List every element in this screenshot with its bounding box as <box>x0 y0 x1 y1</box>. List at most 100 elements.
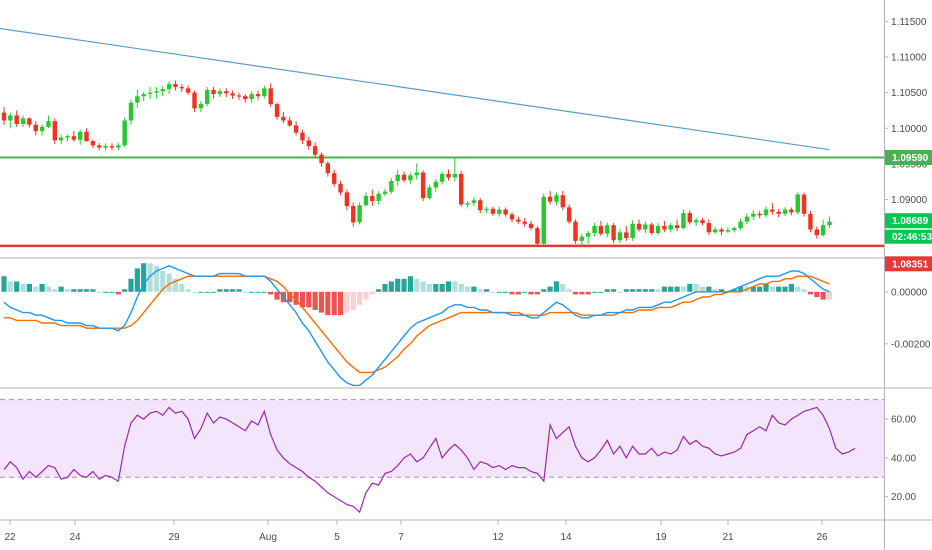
candle <box>312 142 318 159</box>
candle <box>420 170 426 201</box>
countdown-label: 02:46:53 <box>892 232 932 243</box>
candle <box>395 169 400 187</box>
macd-histogram-bar <box>45 286 52 292</box>
candle <box>46 115 51 129</box>
candle <box>611 223 616 244</box>
candle <box>516 216 521 224</box>
macd-histogram-bar <box>299 291 306 308</box>
macd-histogram-bar <box>287 291 293 303</box>
candle <box>211 86 216 99</box>
candle-body <box>459 173 464 205</box>
candle-body <box>573 221 578 241</box>
candle-body <box>243 96 248 100</box>
candle-body <box>293 125 299 133</box>
candle-body <box>808 213 813 230</box>
candle <box>357 202 362 225</box>
candle-body <box>522 221 527 224</box>
candle <box>624 225 629 241</box>
macd-histogram-bar <box>655 289 661 292</box>
candle <box>605 222 610 238</box>
macd-histogram-bar <box>553 281 560 292</box>
candle-body <box>205 89 210 105</box>
macd-histogram-bar <box>185 289 191 292</box>
candle <box>497 206 502 217</box>
candle <box>573 219 578 244</box>
macd-histogram-bar <box>566 289 572 292</box>
macd-histogram-bar <box>223 289 229 292</box>
candle-body <box>681 213 686 229</box>
candle-body <box>433 181 438 188</box>
candle <box>84 128 89 142</box>
candle-body <box>236 95 242 97</box>
macd-histogram-bar <box>807 291 814 295</box>
candle-body <box>1 112 7 121</box>
candle-body <box>230 93 235 96</box>
candle <box>795 192 800 215</box>
candle <box>662 220 667 233</box>
candle-body <box>700 220 705 224</box>
candle <box>814 226 819 239</box>
macd-histogram-bar <box>261 291 267 293</box>
candle <box>217 88 223 97</box>
candle <box>528 220 534 231</box>
macd-histogram-bar <box>96 291 102 293</box>
candle <box>693 218 699 226</box>
candle-body <box>497 209 502 214</box>
macd-histogram-bar <box>103 291 109 293</box>
candle-body <box>408 175 413 181</box>
macd-histogram-bar <box>534 291 540 295</box>
macd-histogram-bar <box>58 286 64 292</box>
candle <box>281 111 286 124</box>
candle-body <box>624 232 629 239</box>
candle <box>116 142 121 151</box>
candle-body <box>39 126 45 132</box>
price-tick-label: 1.10500 <box>891 88 928 99</box>
macd-histogram-bar <box>39 284 45 292</box>
candle-body <box>198 104 204 109</box>
candle-body <box>503 209 508 215</box>
candle <box>141 91 146 102</box>
candle-body <box>281 116 286 121</box>
candle <box>763 206 769 218</box>
macd-histogram-bar <box>642 289 648 292</box>
candle-body <box>319 154 324 164</box>
macd-histogram-bar <box>26 284 32 292</box>
candle <box>103 143 108 151</box>
candle-body <box>706 223 712 233</box>
macd-histogram-bar <box>630 289 636 292</box>
candle-body <box>420 172 426 199</box>
countdown-bg <box>885 229 932 244</box>
candle-body <box>516 219 521 222</box>
candle-body <box>649 224 654 234</box>
macd-histogram-bar <box>363 291 369 300</box>
candle-body <box>52 121 57 141</box>
macd-histogram-bar <box>268 291 274 295</box>
candle <box>78 129 83 145</box>
candle-body <box>97 145 102 148</box>
macd-histogram-bar <box>369 291 375 295</box>
candle-body <box>751 213 756 217</box>
candle-body <box>566 207 572 222</box>
candle-body <box>738 221 743 229</box>
macd-histogram-bar <box>680 286 687 292</box>
candle-body <box>617 232 623 241</box>
candle <box>503 207 508 217</box>
candle <box>370 189 375 206</box>
macd-histogram-bar <box>52 289 58 292</box>
macd-histogram-bar <box>198 291 204 293</box>
candle <box>478 198 483 214</box>
candle-body <box>255 94 261 97</box>
candle-body <box>211 89 216 95</box>
macd-histogram-bar <box>471 286 477 292</box>
macd-histogram-bar <box>458 284 464 292</box>
candle-body <box>732 228 737 231</box>
candle <box>738 218 743 231</box>
macd-histogram-bar <box>33 286 39 292</box>
macd-panel <box>1 263 833 387</box>
candle-body <box>528 223 534 229</box>
candle <box>363 192 369 207</box>
candle-body <box>306 140 311 147</box>
candle-body <box>452 173 458 178</box>
